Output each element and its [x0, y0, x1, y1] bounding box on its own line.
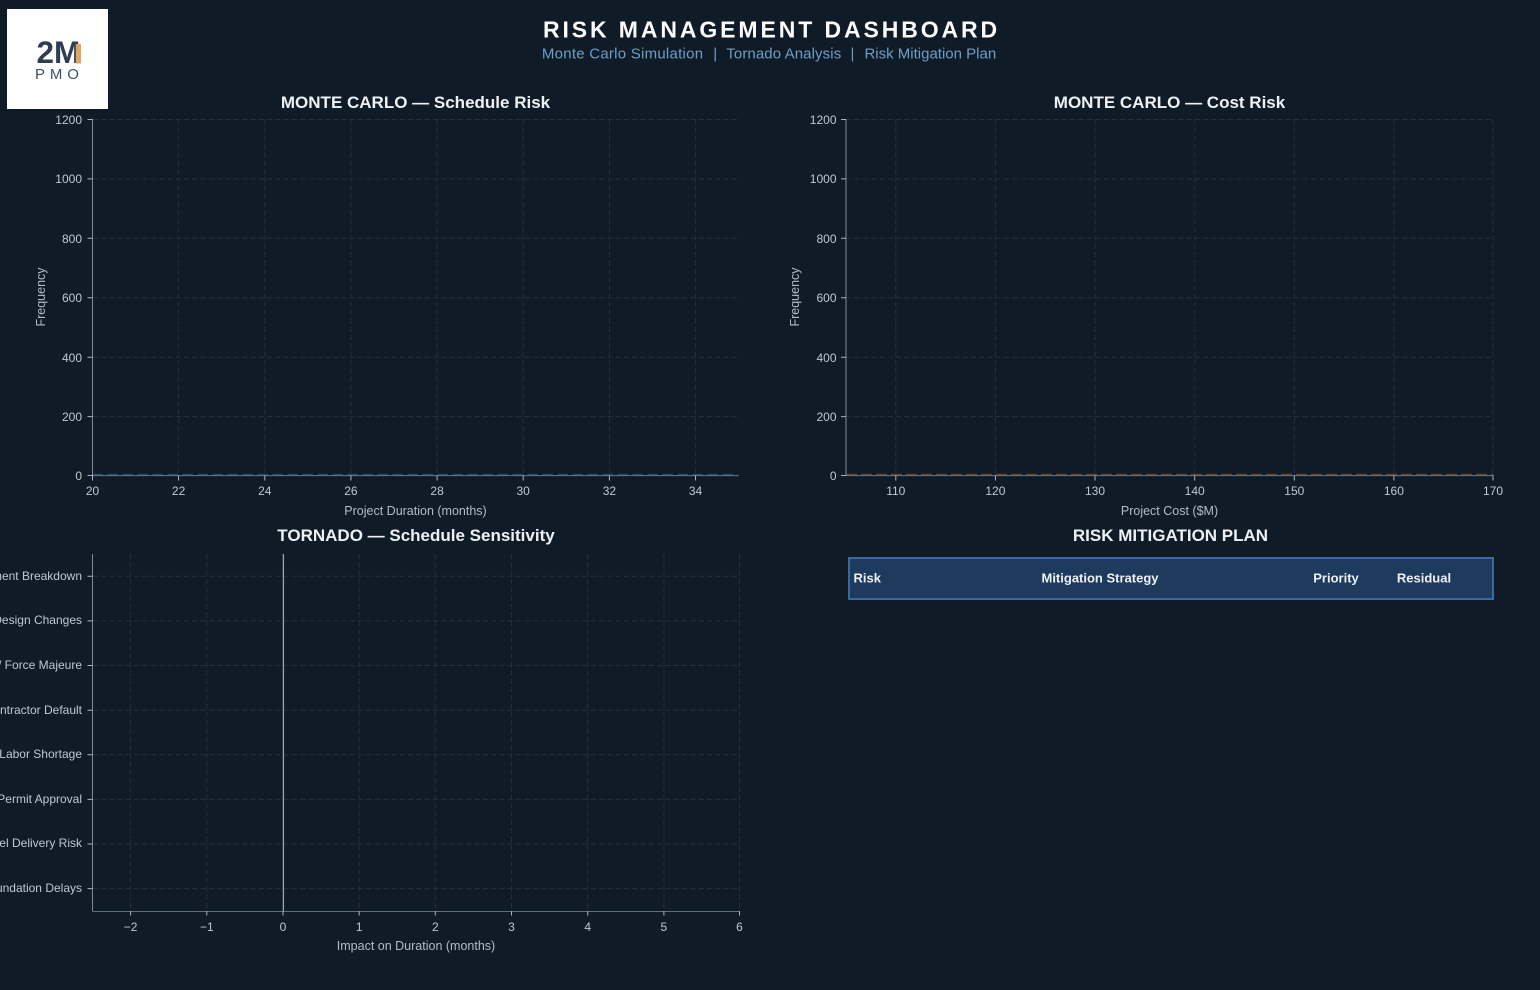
svg-text:2M: 2M	[37, 34, 81, 70]
svg-text:PMO: PMO	[35, 66, 84, 83]
